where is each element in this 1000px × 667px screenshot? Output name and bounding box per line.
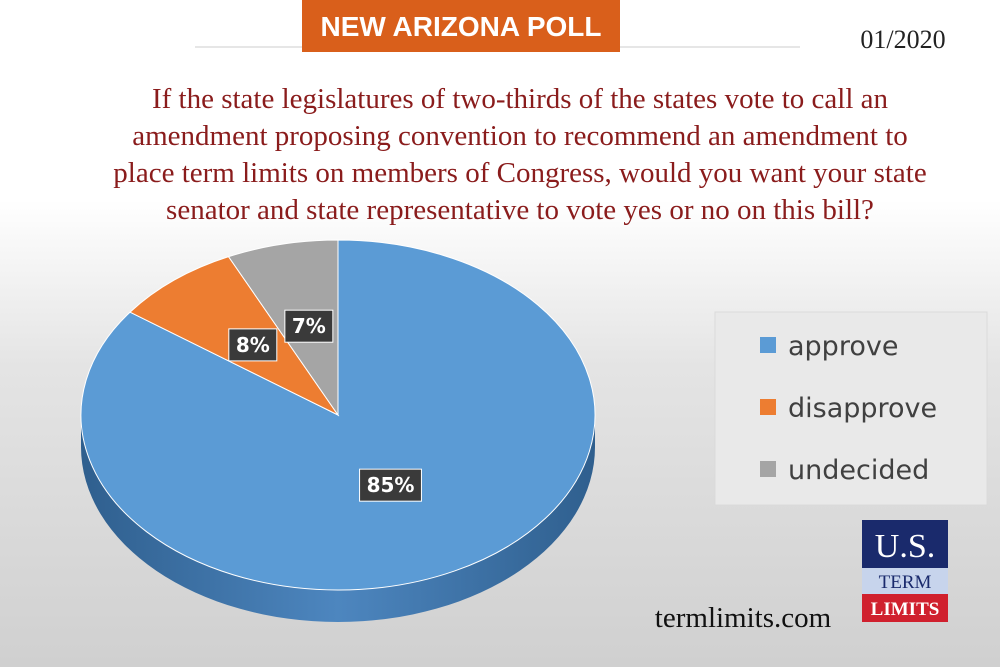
value-label-box xyxy=(228,328,278,362)
pie-slice xyxy=(80,239,596,591)
question-line: If the state legislatures of two-thirds … xyxy=(152,83,889,115)
header-title: NEW ARIZONA POLL xyxy=(320,11,601,42)
question-line: amendment proposing convention to recomm… xyxy=(132,120,908,152)
header-banner xyxy=(302,0,620,52)
logo-top xyxy=(862,520,948,568)
value-label: 8% xyxy=(236,333,270,357)
legend: approve disapprove undecided xyxy=(760,331,937,486)
date: 01/2020 xyxy=(860,25,945,54)
value-label-box xyxy=(284,309,334,343)
legend-swatch xyxy=(760,461,776,477)
pie-side xyxy=(81,415,595,622)
logo: U.S. TERM LIMITS xyxy=(862,520,948,622)
pie: 85% 8% 7% xyxy=(80,239,596,622)
value-label: 7% xyxy=(292,314,326,338)
logo-us: U.S. xyxy=(875,528,935,565)
value-label-box xyxy=(359,468,422,502)
legend-swatch xyxy=(760,399,776,415)
website: termlimits.com xyxy=(655,602,832,634)
pie-slice xyxy=(227,239,339,417)
question-line: place term limits on members of Congress… xyxy=(113,157,926,189)
legend-label: disapprove xyxy=(788,393,937,424)
legend-label: approve xyxy=(788,331,898,362)
logo-middle xyxy=(862,568,948,594)
question: If the state legislatures of two-thirds … xyxy=(113,83,926,226)
question-line: senator and state representative to vote… xyxy=(166,194,874,226)
logo-bottom xyxy=(862,594,948,622)
legend-label: undecided xyxy=(788,455,929,486)
logo-term: TERM xyxy=(879,572,932,593)
legend-swatch xyxy=(760,337,776,353)
logo-limits: LIMITS xyxy=(871,599,940,620)
value-label: 85% xyxy=(367,473,415,497)
